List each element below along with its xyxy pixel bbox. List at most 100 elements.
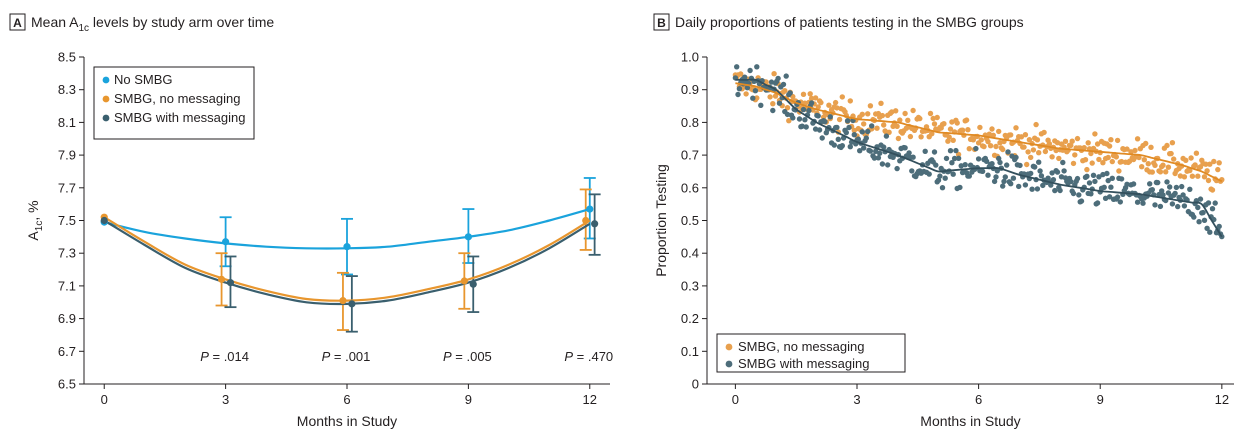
daily-point — [1197, 196, 1204, 202]
daily-point — [902, 110, 908, 117]
daily-point — [865, 128, 871, 135]
daily-point — [1164, 179, 1170, 185]
daily-point — [859, 111, 865, 118]
daily-point — [1195, 173, 1201, 179]
data-point — [100, 216, 108, 225]
legend-marker — [725, 360, 733, 368]
daily-point — [987, 143, 994, 149]
chart-b-trend-lines — [735, 78, 1223, 238]
daily-point — [1030, 147, 1037, 153]
daily-point — [1034, 137, 1041, 143]
daily-point — [1038, 173, 1045, 179]
daily-point — [1060, 159, 1066, 166]
data-point — [586, 205, 594, 213]
data-point — [226, 279, 235, 287]
y-tick-label: 0.2 — [681, 311, 699, 326]
daily-point — [1096, 174, 1102, 180]
daily-point — [1026, 137, 1033, 143]
chart-a-legend: No SMBG SMBG, no messaging SMBG with messa… — [93, 66, 255, 140]
daily-point — [1040, 182, 1046, 189]
x-axis-label: Months in Study — [297, 413, 397, 429]
daily-point — [1116, 168, 1122, 174]
x-tick-label: 12 — [1215, 392, 1229, 407]
daily-point — [772, 93, 779, 99]
daily-point — [1187, 167, 1193, 174]
data-point — [460, 277, 468, 285]
daily-point — [770, 101, 776, 107]
daily-point — [990, 132, 996, 138]
daily-point — [1149, 169, 1156, 175]
y-tick-label: 7.5 — [58, 213, 76, 228]
daily-point — [965, 127, 971, 133]
daily-point — [947, 126, 954, 132]
daily-point — [1167, 184, 1173, 190]
daily-point — [1192, 162, 1198, 168]
daily-point — [1092, 178, 1098, 185]
daily-point — [1118, 176, 1125, 182]
x-tick-label: 3 — [853, 392, 860, 407]
daily-point — [1068, 178, 1074, 185]
daily-point — [1033, 121, 1039, 128]
daily-point — [812, 95, 819, 101]
daily-point — [816, 127, 823, 133]
daily-point — [796, 116, 803, 122]
daily-point — [1070, 190, 1077, 197]
daily-point — [1188, 155, 1194, 161]
panel-a-letter-box — [9, 13, 26, 31]
chart-a: 6.5 6.7 6.9 7.1 7.3 7.5 7.7 7.9 8.1 8.3 8.5 0 3 6 9 12 M… — [25, 50, 613, 430]
daily-point — [886, 129, 892, 135]
daily-point — [1002, 174, 1008, 180]
daily-point — [1157, 169, 1164, 175]
data-point — [591, 220, 599, 228]
daily-point — [1042, 148, 1049, 155]
daily-point — [1200, 209, 1206, 216]
daily-point — [1094, 200, 1101, 206]
p-value-label: P = .001 — [322, 349, 371, 364]
daily-point — [818, 99, 824, 106]
y-tick-label: 7.9 — [58, 148, 76, 163]
daily-point — [742, 74, 748, 80]
y-tick-label: 6.9 — [58, 311, 76, 326]
daily-point — [1089, 160, 1095, 166]
panel-b-letter-box — [653, 13, 670, 31]
daily-point — [1177, 173, 1184, 179]
daily-point — [784, 105, 791, 111]
data-point — [339, 297, 347, 305]
daily-point — [1017, 162, 1023, 169]
daily-point — [1106, 143, 1113, 149]
y-tick-label: 0.7 — [681, 148, 699, 163]
x-axis-label: Months in Study — [920, 413, 1020, 429]
daily-point — [881, 144, 887, 150]
daily-point — [1049, 170, 1055, 176]
daily-point — [979, 168, 986, 174]
daily-point — [910, 107, 916, 114]
legend-marker — [725, 343, 733, 351]
daily-point — [1160, 162, 1166, 168]
chart-b-legend: SMBG, no messaging SMBG with messaging — [716, 333, 906, 373]
daily-point — [1109, 158, 1116, 165]
daily-point — [1113, 154, 1120, 160]
daily-point — [822, 119, 828, 125]
daily-point — [1086, 180, 1093, 186]
p-value-label: P = .470 — [564, 349, 613, 364]
daily-point — [867, 148, 874, 154]
daily-point — [1008, 181, 1014, 187]
daily-point — [1036, 150, 1042, 156]
x-tick-label: 0 — [732, 392, 739, 407]
daily-point — [754, 64, 760, 70]
daily-point — [1109, 175, 1116, 181]
daily-point — [734, 64, 740, 70]
daily-point — [1209, 206, 1216, 212]
daily-point — [1029, 186, 1035, 192]
daily-point — [1180, 192, 1186, 198]
daily-point — [1022, 182, 1029, 188]
trend-line — [735, 78, 1223, 238]
daily-point — [861, 145, 867, 151]
daily-point — [775, 75, 781, 82]
daily-point — [839, 94, 845, 100]
daily-point — [957, 184, 963, 191]
daily-point — [802, 117, 808, 123]
daily-point — [771, 71, 777, 77]
daily-point — [894, 165, 900, 172]
daily-point — [1204, 168, 1210, 174]
